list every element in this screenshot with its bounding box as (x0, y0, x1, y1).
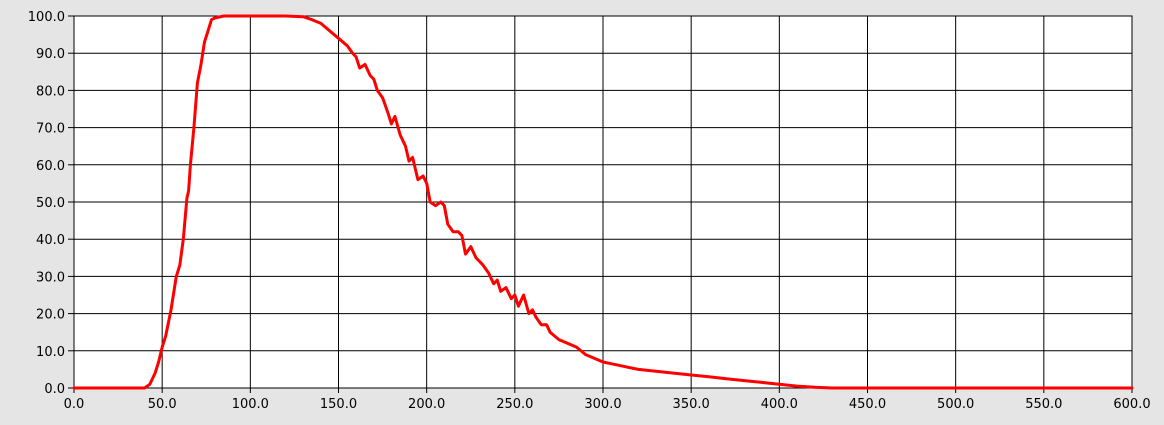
y-tick-label: 60.0 (36, 159, 65, 174)
x-tick-label: 300.0 (584, 397, 621, 412)
x-tick-label: 600.0 (1113, 397, 1150, 412)
x-tick-label: 550.0 (1025, 397, 1062, 412)
x-tick-label: 200.0 (408, 397, 445, 412)
axis-ticks: 0.0 50.0 100.0 150.0 200.0 250.0 300.0 350.0 400… (28, 10, 1151, 412)
y-tick-label: 80.0 (36, 84, 65, 99)
y-tick-label: 30.0 (36, 270, 65, 285)
y-tick-label: 10.0 (36, 345, 65, 360)
x-tick-label: 400.0 (761, 397, 798, 412)
y-tick-label: 90.0 (36, 47, 65, 62)
series-line (72, 14, 1134, 390)
x-tick-label: 450.0 (849, 397, 886, 412)
x-tick-label: 250.0 (496, 397, 533, 412)
series-layer (72, 14, 1134, 390)
x-tick-label: 100.0 (232, 397, 269, 412)
y-tick-label: 50.0 (36, 196, 65, 211)
x-tick-label: 50.0 (148, 397, 177, 412)
x-tick-label: 500.0 (937, 397, 974, 412)
x-tick-label: 150.0 (320, 397, 357, 412)
y-tick-label: 0.0 (44, 382, 65, 397)
y-tick-label: 20.0 (36, 308, 65, 323)
y-tick-label: 40.0 (36, 233, 65, 248)
y-tick-label: 100.0 (28, 10, 65, 25)
x-tick-label: 350.0 (673, 397, 710, 412)
y-tick-label: 70.0 (36, 122, 65, 137)
x-tick-label: 0.0 (64, 397, 85, 412)
